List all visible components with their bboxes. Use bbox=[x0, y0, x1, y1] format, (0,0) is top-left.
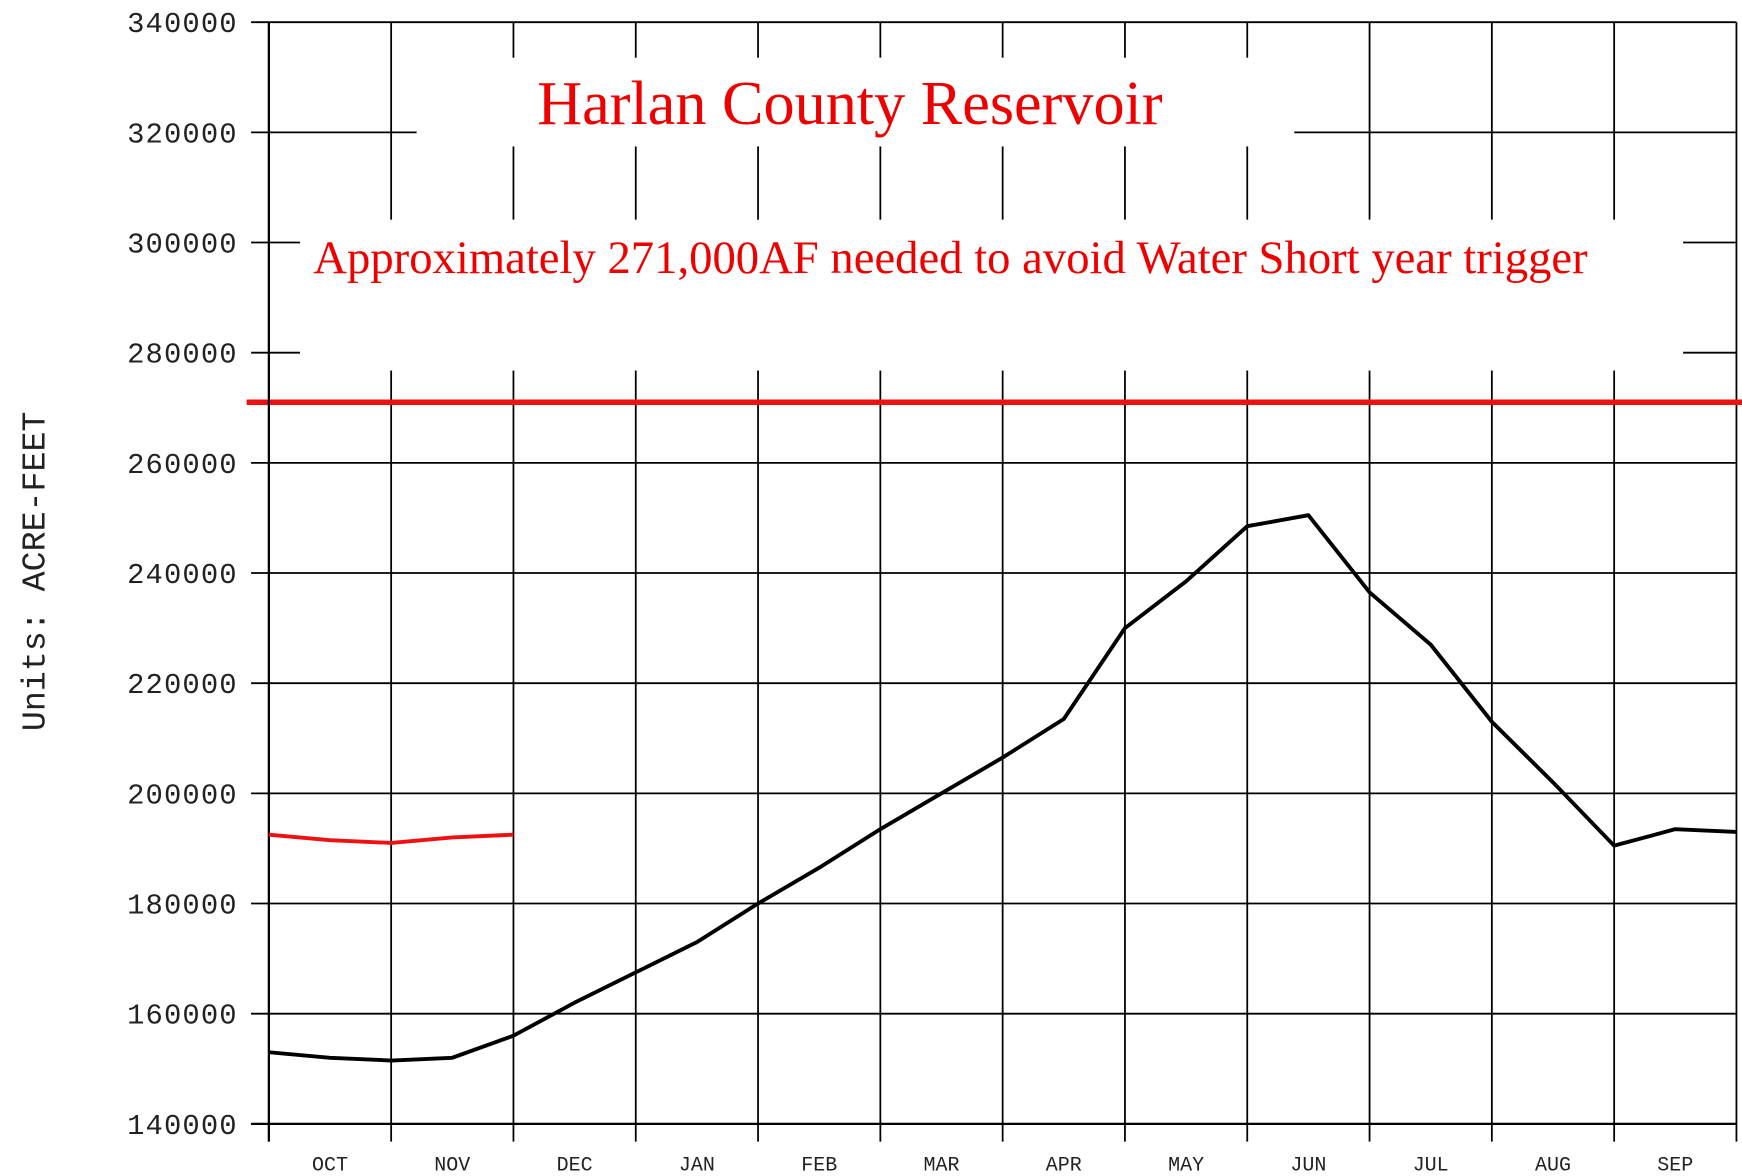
x-tick-label: JUN bbox=[1290, 1153, 1326, 1176]
x-tick-label: JUL bbox=[1413, 1153, 1449, 1176]
y-tick-label: 140000 bbox=[127, 1110, 238, 1143]
y-tick-label: 320000 bbox=[127, 118, 238, 151]
x-tick-label: APR bbox=[1046, 1153, 1082, 1176]
series-line bbox=[268, 513, 1737, 1063]
x-tick-label: DEC bbox=[557, 1153, 593, 1176]
y-tick-label: 240000 bbox=[127, 559, 238, 592]
annotation: Approximately 271,000AF needed to avoid … bbox=[313, 232, 1588, 285]
chart-title: Harlan County Reservoir bbox=[537, 70, 1163, 138]
annotation-box bbox=[299, 219, 1684, 371]
y-tick-label: 160000 bbox=[127, 1000, 238, 1033]
x-tick-label: MAR bbox=[924, 1153, 960, 1176]
x-tick-label: SEP bbox=[1657, 1153, 1693, 1176]
x-tick-label: AUG bbox=[1535, 1153, 1571, 1176]
y-tick-label: 340000 bbox=[127, 8, 238, 41]
y-axis-label: Units: ACRE-FEET bbox=[16, 412, 54, 731]
series-line bbox=[268, 832, 514, 845]
x-tick-label: MAY bbox=[1168, 1153, 1204, 1176]
title-box bbox=[416, 57, 1295, 147]
y-tick-label: 280000 bbox=[127, 339, 238, 372]
x-tick-label: JAN bbox=[679, 1153, 715, 1176]
x-tick-label: OCT bbox=[312, 1153, 348, 1176]
y-tick-label: 200000 bbox=[127, 779, 238, 812]
x-tick-label: FEB bbox=[801, 1153, 837, 1176]
x-tick-label: NOV bbox=[434, 1153, 470, 1176]
y-tick-label: 300000 bbox=[127, 229, 238, 262]
y-tick-label: 260000 bbox=[127, 449, 238, 482]
y-tick-label: 220000 bbox=[127, 669, 238, 702]
y-tick-label: 180000 bbox=[127, 890, 238, 923]
annotation-text: Approximately 271,000AF needed to avoid … bbox=[313, 232, 1588, 285]
